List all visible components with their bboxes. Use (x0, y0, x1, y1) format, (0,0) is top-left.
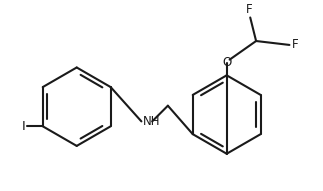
Text: F: F (246, 2, 253, 15)
Text: NH: NH (143, 115, 161, 128)
Text: O: O (222, 56, 231, 69)
Text: I: I (21, 120, 25, 133)
Text: F: F (291, 38, 298, 51)
